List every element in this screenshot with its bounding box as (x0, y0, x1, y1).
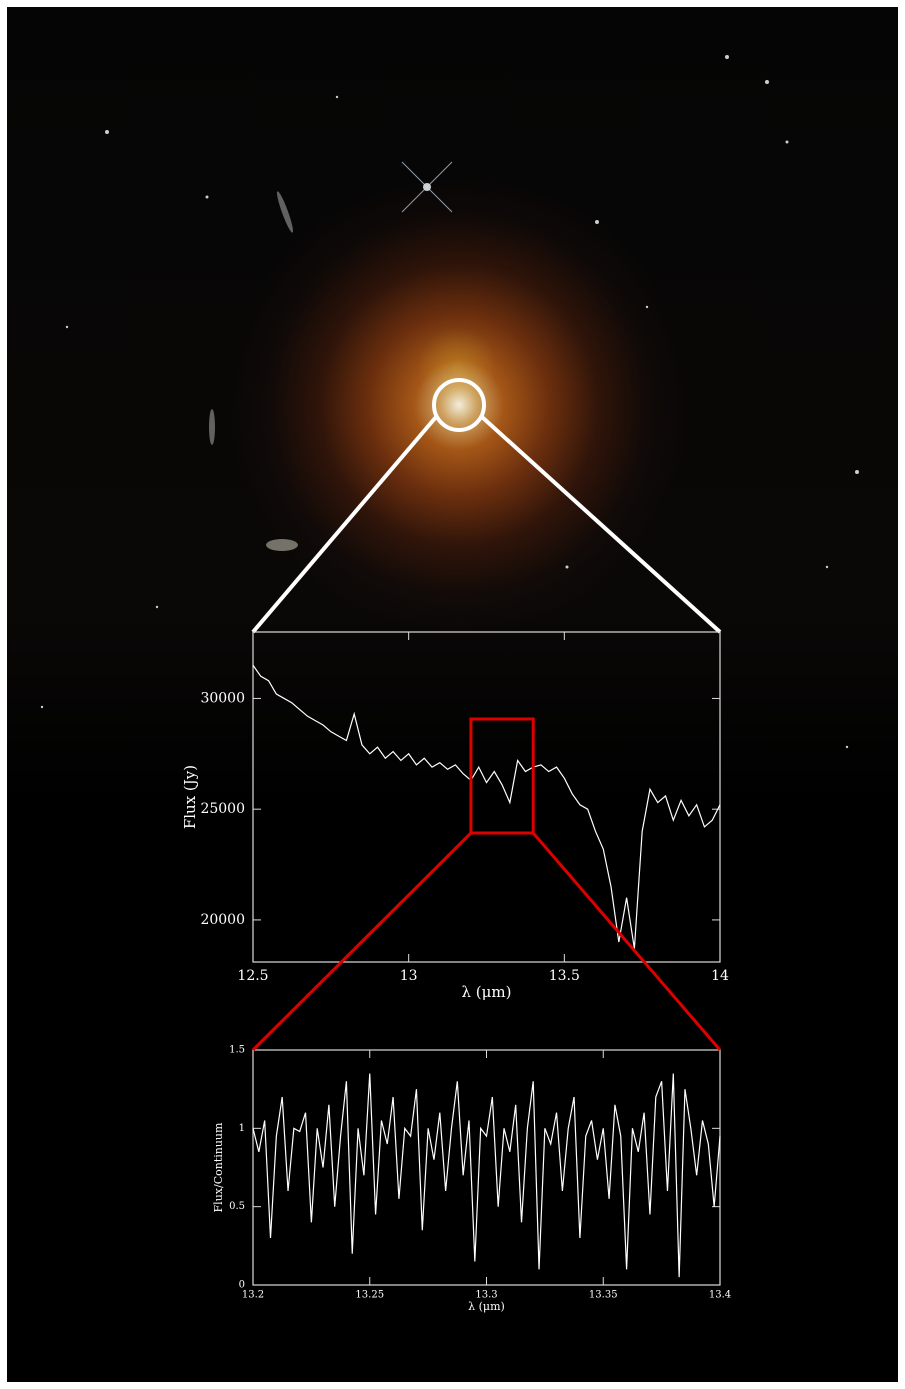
x-tick-label: 13.2 (242, 1290, 264, 1301)
zoom-line (253, 833, 471, 1050)
spectrum-line (253, 1074, 720, 1278)
charts: 12.5 13 13.5 14 20000 25000 30000 λ (μm) Flux (J… (7, 7, 898, 1382)
spectrum-line (253, 665, 720, 948)
x-tick-label: 13.25 (355, 1290, 384, 1301)
y-tick-label: 20000 (200, 912, 245, 928)
y-axis-label: Flux/Continuum (212, 1122, 225, 1212)
y-tick-label: 30000 (200, 690, 245, 706)
x-tick-label: 14 (711, 968, 729, 984)
y-tick-label: 1 (239, 1123, 245, 1134)
x-tick-label: 13.3 (475, 1290, 497, 1301)
x-tick-label: 13.4 (709, 1290, 731, 1301)
y-tick-label: 1.5 (229, 1045, 245, 1056)
y-tick-label: 0.5 (229, 1201, 245, 1212)
page: 12.5 13 13.5 14 20000 25000 30000 λ (μm) Flux (J… (7, 7, 898, 1382)
y-tick-label: 25000 (200, 801, 245, 817)
zoom-box (471, 719, 533, 833)
x-tick-label: 12.5 (237, 968, 268, 984)
x-axis-label: λ (μm) (468, 1300, 505, 1313)
zoom-line (533, 833, 720, 1050)
plot-frame (253, 632, 720, 962)
y-tick-label: 0 (239, 1280, 245, 1291)
x-tick-label: 13.5 (549, 968, 580, 984)
y-axis-label: Flux (Jy) (181, 765, 199, 829)
x-tick-label: 13.35 (589, 1290, 618, 1301)
x-tick-label: 13 (400, 968, 418, 984)
x-axis-label: λ (μm) (462, 983, 512, 1001)
